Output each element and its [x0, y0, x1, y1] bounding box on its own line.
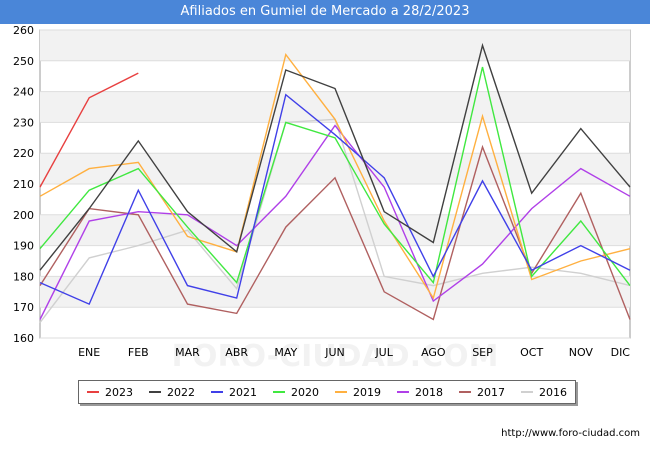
legend-swatch: [87, 391, 99, 393]
y-tick-label: 250: [13, 55, 34, 68]
series-line-2021: [39, 93, 631, 306]
x-tick-label: MAY: [274, 346, 297, 359]
y-tick-label: 200: [13, 209, 34, 222]
x-tick-label: AGO: [421, 346, 446, 359]
x-tick-label: JUN: [324, 346, 345, 359]
x-tick-label: ABR: [225, 346, 248, 359]
legend-label: 2019: [353, 385, 381, 399]
y-tick-label: 220: [13, 147, 34, 160]
legend-label: 2021: [229, 385, 257, 399]
series-line-2018: [39, 124, 631, 320]
legend-label: 2018: [415, 385, 443, 399]
y-tick-label: 170: [13, 301, 34, 314]
legend-item-2016: 2016: [521, 386, 567, 399]
x-tick-label: FEB: [128, 346, 149, 359]
legend-item-2021: 2021: [211, 386, 257, 399]
legend-item-2017: 2017: [459, 386, 505, 399]
legend-label: 2020: [291, 385, 319, 399]
legend-swatch: [397, 391, 409, 393]
legend-item-2022: 2022: [149, 386, 195, 399]
legend-label: 2022: [167, 385, 195, 399]
y-tick-label: 210: [13, 178, 34, 191]
grid-band: [40, 91, 630, 123]
x-tick-label: MAR: [175, 346, 200, 359]
watermark: FORO-CIUDAD.COM: [172, 339, 499, 374]
legend-swatch: [149, 391, 161, 393]
series-line-2020: [39, 66, 631, 287]
x-tick-label: ENE: [78, 346, 100, 359]
grid-band: [40, 276, 630, 308]
series-line-2017: [39, 144, 631, 321]
x-tick-label: DIC: [611, 346, 631, 359]
y-tick-label: 180: [13, 270, 34, 283]
y-tick-label: 160: [13, 332, 34, 345]
source-credit: http://www.foro-ciudad.com: [501, 428, 640, 439]
series-line-2022: [39, 42, 631, 271]
legend-item-2020: 2020: [273, 386, 319, 399]
legend-swatch: [211, 391, 223, 393]
legend: 2023 2022 2021 2020 2019 2018 2017 2016: [78, 380, 576, 404]
x-tick-label: SEP: [472, 346, 493, 359]
legend-label: 2016: [539, 385, 567, 399]
legend-label: 2017: [477, 385, 505, 399]
x-tick-label: NOV: [569, 346, 594, 359]
legend-swatch: [459, 391, 471, 393]
legend-swatch: [273, 391, 285, 393]
y-tick-label: 230: [13, 116, 34, 129]
x-tick-label: OCT: [520, 346, 543, 359]
grid-band: [40, 30, 630, 61]
legend-swatch: [335, 391, 347, 393]
legend-label: 2023: [105, 385, 133, 399]
x-tick-label: JUL: [374, 346, 393, 359]
legend-item-2023: 2023: [87, 386, 133, 399]
y-tick-label: 190: [13, 240, 34, 253]
y-tick-label: 260: [13, 24, 34, 37]
legend-item-2019: 2019: [335, 386, 381, 399]
y-tick-label: 240: [13, 86, 34, 99]
legend-item-2018: 2018: [397, 386, 443, 399]
legend-swatch: [521, 391, 533, 393]
series-line-2019: [39, 53, 631, 300]
series-line-2023: [39, 72, 139, 188]
chart-title: Afiliados en Gumiel de Mercado a 28/2/20…: [0, 0, 650, 24]
grid-band: [40, 214, 630, 246]
